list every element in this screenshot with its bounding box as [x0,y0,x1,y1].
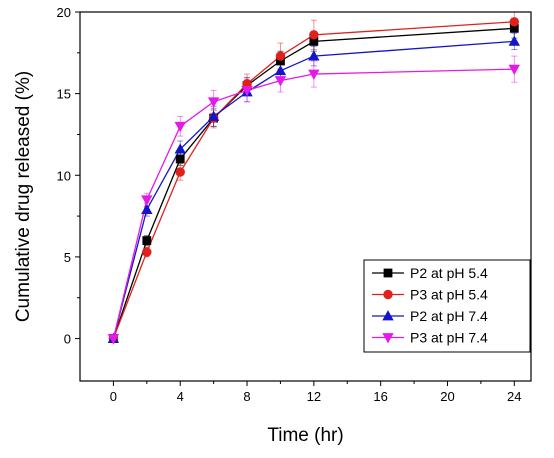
series-4-line [112,68,515,339]
legend-swatch-marker [383,289,393,300]
series-2-line [112,21,515,339]
series-2-point [309,30,319,40]
x-tick-label: 8 [243,389,250,404]
series-4-point [241,85,253,97]
x-tick-label: 12 [307,389,321,404]
series-2-point [142,247,152,257]
series-1-point [175,154,185,164]
legend-label: P2 at pH 7.4 [410,308,488,324]
series-4-point [141,195,153,206]
x-tick-label: 4 [177,389,184,404]
series-3-point [207,110,220,121]
legend: P2 at pH 5.4 P3 at pH 5.4 P2 at pH 7.4 P3 a… [363,259,531,353]
x-tick-label: 20 [440,389,454,404]
series-lines-layer [112,21,515,339]
series-1-point [142,236,152,245]
x-tick-label: 0 [110,389,117,404]
legend-entry: P3 at pH 7.4 [372,330,488,346]
legend-swatch-marker [383,268,393,278]
legend-label: P3 at pH 7.4 [410,330,488,346]
legend-label: P2 at pH 5.4 [410,265,488,281]
series-4-point [107,334,120,345]
series-3-point [508,35,520,46]
legend-swatch-marker [382,333,394,344]
legend-entry: P2 at pH 7.4 [372,308,488,324]
series-3-point [274,64,287,76]
series-3-point [308,50,320,61]
series-4-point [508,64,520,75]
series-markers-layer [107,17,520,345]
series-2-point [509,17,519,27]
y-tick-label: 10 [57,168,71,183]
series-4-point [174,121,186,133]
legend-entry: P3 at pH 5.4 [372,287,488,303]
series-2-point [175,167,185,177]
y-axis-title: Cumulative drug released (%) [13,71,34,322]
plot-frame [79,11,532,382]
y-tick-label: 20 [57,5,71,20]
x-axis-title: Time (hr) [267,425,343,446]
series-3-point [174,143,186,154]
series-3-line [112,40,515,339]
legend-entry: P2 at pH 5.4 [372,265,488,281]
y-tick-label: 5 [64,250,71,265]
series-4-point [207,97,220,108]
legend-swatch-marker [382,310,394,321]
x-tick-label: 16 [373,389,387,404]
series-4-point [308,69,320,80]
y-tick-label: 15 [57,87,71,102]
series-4-point [274,76,287,87]
y-tick-label: 0 [64,332,71,347]
axes-layer: 0 4 8 12 16 20 24 0 5 10 15 20 [57,5,522,404]
series-2-point [275,51,286,61]
x-tick-label: 24 [507,389,521,404]
series-3-point [141,203,153,214]
legend-label: P3 at pH 5.4 [410,287,488,303]
